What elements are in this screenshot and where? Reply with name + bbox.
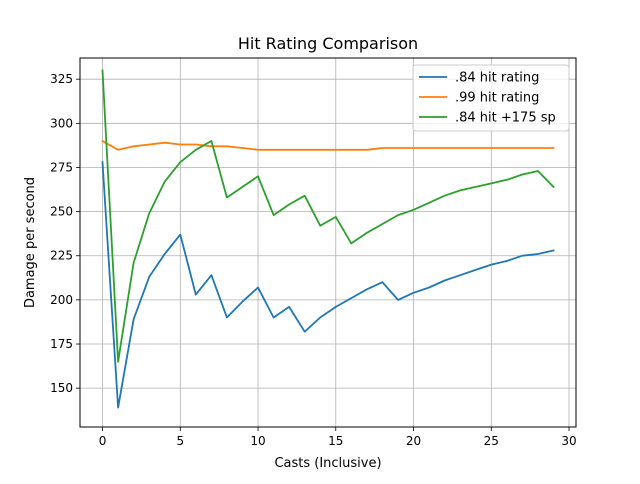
x-tick-label: 15 [328, 434, 343, 448]
grid [80, 58, 576, 427]
x-tick-label: 5 [176, 434, 184, 448]
x-tick-label: 10 [250, 434, 265, 448]
y-tick-label: 150 [50, 381, 73, 395]
legend-label: .99 hit rating [455, 91, 539, 106]
chart-title: Hit Rating Comparison [238, 34, 418, 53]
y-axis-label: Damage per second [23, 177, 38, 308]
y-tick-label: 200 [50, 293, 73, 307]
x-tick-label: 30 [561, 434, 576, 448]
y-tick-label: 300 [50, 116, 73, 130]
y-tick-label: 325 [50, 72, 73, 86]
series-line [101, 161, 555, 409]
x-axis-label: Casts (Inclusive) [274, 456, 381, 471]
series-line [101, 69, 555, 363]
legend-box [412, 64, 570, 132]
plot-area-frame [79, 57, 577, 428]
x-tick-label: 0 [99, 434, 107, 448]
legend-label: .84 hit rating [455, 71, 539, 86]
series-line [101, 139, 555, 151]
y-tick-label: 225 [50, 249, 73, 263]
axis-ticks: 0 5 10 15 20 25 30 150 175 200 225 250 275 300 325 [50, 72, 577, 448]
legend-label: .84 hit +175 sp [455, 111, 556, 126]
y-tick-label: 175 [50, 337, 73, 351]
y-tick-label: 275 [50, 160, 73, 174]
series-lines [101, 69, 555, 409]
x-tick-label: 25 [484, 434, 499, 448]
legend: .84 hit rating .99 hit rating .84 hit +175… [412, 64, 570, 132]
x-tick-label: 20 [406, 434, 421, 448]
y-tick-label: 250 [50, 205, 73, 219]
